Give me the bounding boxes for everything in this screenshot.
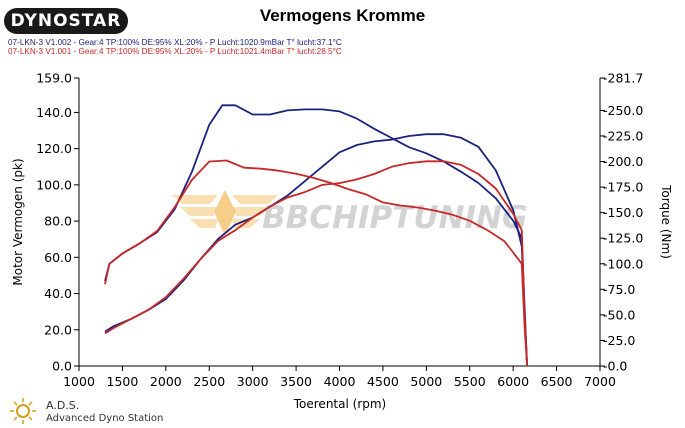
y-left-tick-label: 0.0 xyxy=(52,359,72,374)
y-axis-label-right: Torque (Nm) xyxy=(659,184,673,259)
y-left-tick-label: 159.0 xyxy=(36,71,72,86)
ads-title: A.D.S. xyxy=(46,399,80,412)
y-left-tick-label: 60.0 xyxy=(44,250,72,265)
series-layer xyxy=(104,104,528,367)
series-line-stock-torque xyxy=(104,159,528,367)
x-tick-label: 6500 xyxy=(541,374,573,389)
x-tick-label: 7000 xyxy=(584,374,616,389)
series-line-tuned-power xyxy=(104,133,528,367)
y-right-tick-label: -281.7 xyxy=(603,71,643,86)
y-right-tick-label: -50.0 xyxy=(603,307,635,322)
x-tick-label: 4500 xyxy=(367,374,399,389)
x-tick-label: 1000 xyxy=(63,374,95,389)
ads-sun-logo-icon xyxy=(10,398,36,424)
x-tick-label: 5000 xyxy=(410,374,442,389)
y-axis-label-left: Motor Vermogen (pk) xyxy=(11,158,25,285)
chart-title: Vermogens Kromme xyxy=(259,6,426,25)
x-tick-label: 2500 xyxy=(193,374,225,389)
wings-logo-icon xyxy=(172,190,278,236)
y-right-tick-label: -250.0 xyxy=(603,103,643,118)
y-left-tick-label: 120.0 xyxy=(36,141,72,156)
series-line-tuned-torque xyxy=(104,104,528,367)
x-tick-label: 4000 xyxy=(324,374,356,389)
x-tick-label: 3000 xyxy=(237,374,269,389)
x-tick-label: 6000 xyxy=(497,374,529,389)
y-left-tick-label: 140.0 xyxy=(36,105,72,120)
watermark-text: BBCHIPTUNING xyxy=(262,200,527,236)
axes: 1000 1500 2000 2500 3000 3500 4000 4500 5000 5500… xyxy=(36,71,643,390)
y-left-tick-label: 20.0 xyxy=(44,322,72,337)
y-left-tick-label: 80.0 xyxy=(44,214,72,229)
dynostar-logo: DYNOSTAR xyxy=(4,8,128,34)
y-right-tick-label: -175.0 xyxy=(603,180,643,195)
y-right-tick-label: -225.0 xyxy=(603,128,643,143)
run-info-stock: 07-LKN-3 V1.001 - Gear:4 TP:100% DE:95% … xyxy=(8,47,342,56)
x-axis-label: Toerental (rpm) xyxy=(293,397,386,411)
y-right-tick-label: -150.0 xyxy=(603,205,643,220)
y-right-tick-label: -100.0 xyxy=(603,256,643,271)
x-tick-label: 1500 xyxy=(107,374,139,389)
watermark: BBCHIPTUNING xyxy=(172,190,527,236)
y-right-tick-label: -200.0 xyxy=(603,154,643,169)
series-line-stock-power xyxy=(104,160,528,367)
ads-subtitle: Advanced Dyno Station xyxy=(46,413,164,424)
brand-text: DYNOSTAR xyxy=(10,11,122,31)
x-tick-label: 3500 xyxy=(280,374,312,389)
x-tick-label: 5500 xyxy=(454,374,486,389)
y-right-tick-label: -125.0 xyxy=(603,231,643,246)
y-left-tick-label: 100.0 xyxy=(36,177,72,192)
y-right-tick-label: -0.0 xyxy=(603,359,627,374)
y-right-tick-label: -75.0 xyxy=(603,282,635,297)
y-left-tick-label: 40.0 xyxy=(44,286,72,301)
y-right-tick-label: -25.0 xyxy=(603,333,635,348)
run-info-tuned: 07-LKN-3 V1.002 - Gear:4 TP:100% DE:95% … xyxy=(8,38,342,47)
x-tick-label: 2000 xyxy=(150,374,182,389)
